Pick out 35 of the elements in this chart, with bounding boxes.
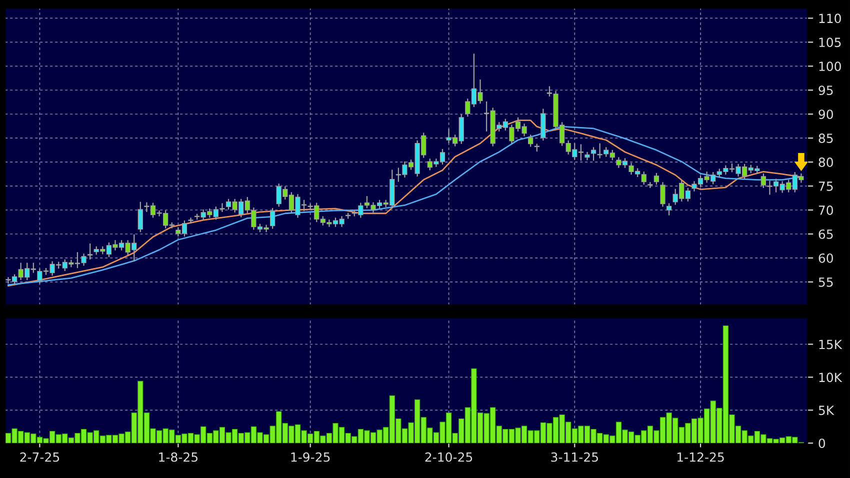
candlestick bbox=[88, 244, 93, 260]
y-tick-label: 90 bbox=[818, 110, 833, 120]
x-tick-label: 1-9-25 bbox=[291, 452, 330, 462]
y-tick-label: 85 bbox=[818, 134, 833, 144]
candlestick bbox=[270, 208, 276, 229]
candlestick bbox=[590, 147, 596, 161]
y-tick-label: 60 bbox=[818, 253, 833, 263]
candlestick bbox=[584, 152, 590, 160]
y-tick-label: 10K bbox=[819, 372, 842, 382]
candlestick bbox=[81, 254, 86, 266]
y-tick-label: 15K bbox=[819, 340, 842, 350]
y-tick-label: 105 bbox=[819, 38, 841, 48]
candlestick bbox=[138, 202, 143, 232]
y-tick-label: 80 bbox=[818, 158, 833, 167]
y-tick-label: 100 bbox=[819, 62, 841, 72]
y-tick-label: 5K bbox=[818, 406, 834, 416]
y-tick-label: 70 bbox=[818, 205, 833, 215]
candlestick bbox=[188, 218, 194, 224]
x-tick-label: 3-11-25 bbox=[551, 452, 598, 462]
candlestick bbox=[760, 173, 766, 188]
x-tick-label: 1-8-25 bbox=[159, 452, 198, 462]
y-tick-label: 0 bbox=[818, 438, 826, 448]
y-tick-label: 95 bbox=[818, 86, 833, 96]
candlestick bbox=[660, 182, 666, 207]
y-tick-label: 75 bbox=[818, 182, 833, 191]
x-tick-label: 2-7-25 bbox=[20, 452, 60, 462]
candlestick bbox=[540, 108, 546, 141]
y-tick-label: 55 bbox=[818, 278, 833, 287]
y-tick-label: 65 bbox=[818, 229, 833, 239]
x-tick-label: 1-12-25 bbox=[677, 452, 724, 462]
y-tick-label: 110 bbox=[819, 14, 841, 24]
candlestick bbox=[666, 203, 672, 216]
x-tick-label: 2-10-25 bbox=[425, 452, 472, 462]
candlestick bbox=[528, 134, 534, 147]
candlestick bbox=[654, 173, 660, 185]
